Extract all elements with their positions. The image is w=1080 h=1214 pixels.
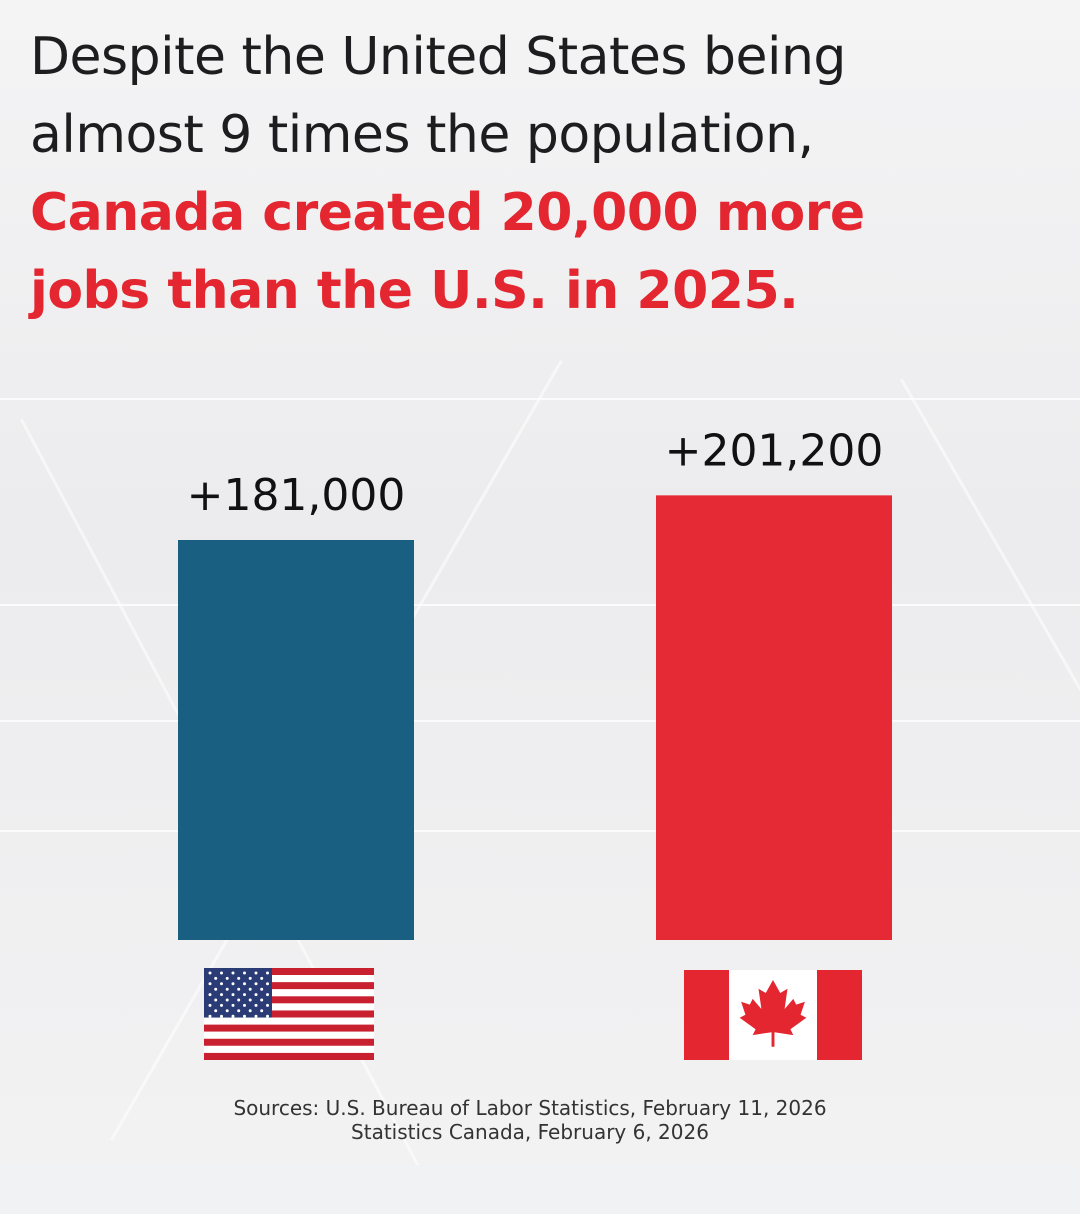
flag-star — [208, 1014, 212, 1018]
flag-star — [220, 982, 223, 986]
flag-star — [248, 987, 252, 991]
flag-stripe — [204, 1010, 374, 1018]
background-line — [0, 830, 1080, 832]
flag-stripe — [204, 996, 374, 1004]
headline-line-1: Despite the United States being — [30, 27, 846, 87]
sources-line-1: Sources: U.S. Bureau of Labor Statistics… — [233, 1096, 827, 1120]
flag-star — [220, 1003, 223, 1007]
flag-star — [243, 1014, 246, 1018]
flag-star — [225, 987, 229, 991]
sources-line-2: Statistics Canada, February 6, 2026 — [351, 1120, 709, 1144]
flag-star — [208, 993, 212, 997]
flag-star — [254, 1014, 258, 1018]
flag-stripe — [204, 1052, 374, 1060]
flag-star — [237, 987, 241, 991]
flag-star — [266, 1003, 269, 1007]
flag-star — [260, 1009, 264, 1013]
flag-stripe — [204, 982, 374, 990]
us-flag-icon — [204, 968, 374, 1060]
flag-star — [225, 1009, 229, 1013]
flag-star — [248, 1009, 252, 1013]
flag-star — [220, 971, 223, 975]
flag-stripe — [204, 1003, 374, 1011]
flag-star — [243, 982, 246, 986]
headline: Despite the United States being almost 9… — [30, 18, 1060, 330]
flag-star — [260, 987, 264, 991]
flag-stripe — [204, 1017, 374, 1025]
data-label-us: +181,000 — [187, 470, 406, 521]
flag-star — [214, 987, 218, 991]
flag-star — [214, 1009, 218, 1013]
flag-star — [243, 993, 246, 997]
canada-flag-icon — [684, 970, 862, 1060]
flag-star — [243, 971, 246, 975]
flag-star — [231, 982, 235, 986]
flag-star — [208, 982, 212, 986]
flag-star — [260, 998, 264, 1002]
flag-star — [266, 1014, 269, 1018]
flag-star — [266, 982, 269, 986]
flag-star — [225, 976, 229, 980]
flag-star — [260, 976, 264, 980]
data-label-canada: +201,200 — [665, 425, 884, 476]
flag-star — [266, 993, 269, 997]
flag-stripe — [204, 1045, 374, 1053]
flag-star — [254, 982, 258, 986]
flag-star — [231, 1003, 235, 1007]
flag-stripe — [204, 975, 374, 983]
flag-star — [208, 1003, 212, 1007]
infographic-card: Despite the United States being almost 9… — [0, 0, 1080, 1165]
flag-stripe — [204, 1031, 374, 1039]
flag-star — [214, 998, 218, 1002]
flag-stripe — [204, 989, 374, 997]
background-line — [0, 604, 1080, 606]
flag-star — [220, 993, 223, 997]
flag-star — [214, 976, 218, 980]
flag-star — [237, 1009, 241, 1013]
flag-star — [220, 1014, 223, 1018]
bar-us — [178, 540, 414, 940]
bar-chart: +181,000 +201,200 — [178, 425, 892, 1060]
flag-star — [254, 1003, 258, 1007]
flag-star — [231, 1014, 235, 1018]
headline-line-2: almost 9 times the population, — [30, 105, 814, 165]
flag-star — [243, 1003, 246, 1007]
flag-star — [248, 976, 252, 980]
background-line — [0, 720, 1080, 722]
flag-star — [237, 976, 241, 980]
flag-star — [248, 998, 252, 1002]
flag-star — [231, 971, 235, 975]
flag-star — [225, 998, 229, 1002]
maple-leaf-icon — [739, 980, 807, 1047]
flag-star — [254, 993, 258, 997]
flag-stripe — [204, 968, 374, 976]
flag-stripe — [204, 1038, 374, 1046]
flag-canton — [204, 968, 272, 1018]
flag-star — [231, 993, 235, 997]
flag-right-band — [817, 970, 862, 1060]
bar-canada — [656, 495, 892, 940]
flag-stripe — [204, 1024, 374, 1032]
sources-note: Sources: U.S. Bureau of Labor Statistics… — [0, 1096, 1060, 1144]
flag-star — [254, 971, 258, 975]
flag-star — [208, 971, 212, 975]
headline-line-3: Canada created 20,000 more — [30, 183, 865, 243]
flag-star — [266, 971, 269, 975]
headline-line-4: jobs than the U.S. in 2025. — [30, 261, 799, 321]
flag-star — [237, 998, 241, 1002]
flag-left-band — [684, 970, 729, 1060]
bottom-band — [0, 1165, 1080, 1214]
